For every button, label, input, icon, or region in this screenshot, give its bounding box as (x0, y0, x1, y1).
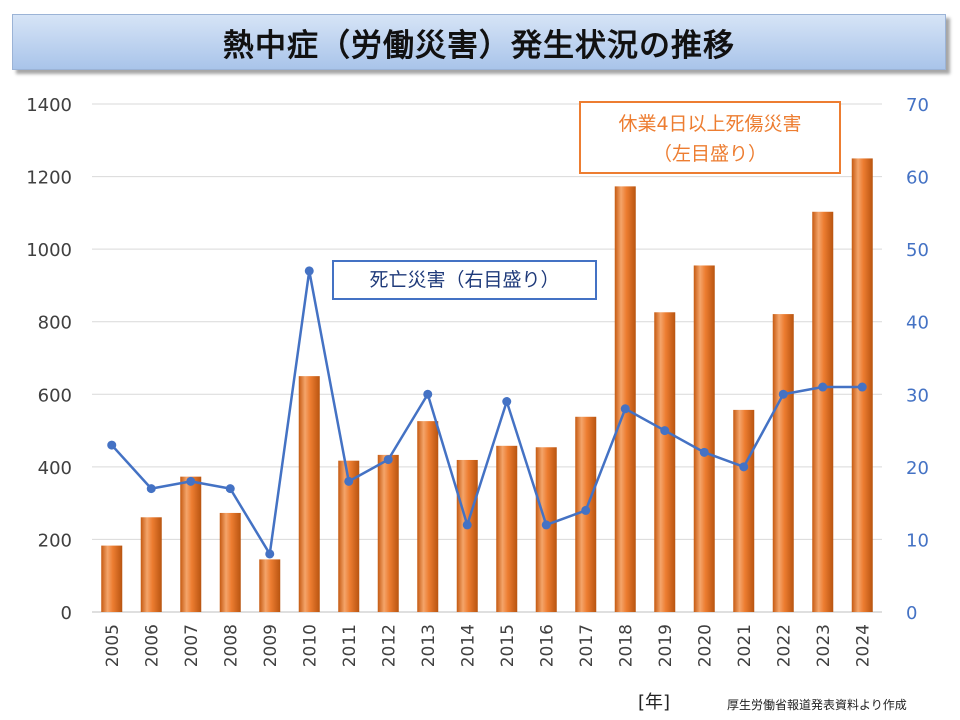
y-left-tick-label: 400 (38, 458, 72, 479)
y-left-tick-label: 1000 (26, 240, 72, 261)
bar-2022 (772, 314, 794, 612)
death-point-2014 (462, 520, 472, 530)
bar-2006 (140, 517, 162, 612)
x-tick-label: 2023 (814, 624, 834, 667)
bar-2020 (693, 265, 715, 612)
y-left-tick-label: 600 (38, 385, 72, 406)
x-axis-unit: [年] (638, 692, 671, 713)
x-tick-label: 2015 (498, 624, 518, 667)
x-tick-label: 2007 (182, 624, 202, 667)
death-point-2016 (541, 520, 551, 530)
y-right-tick-label: 60 (906, 168, 929, 189)
injury-legend-box: 休業4日以上死傷災害 （左目盛り） (579, 101, 841, 174)
x-tick-label: 2018 (616, 624, 636, 667)
bar-2023 (812, 211, 834, 613)
death-point-2008 (225, 484, 235, 494)
death-point-2012 (383, 455, 393, 465)
bar-2010 (298, 376, 320, 612)
death-point-2011 (344, 476, 354, 486)
x-tick-label: 2019 (656, 624, 676, 667)
bar-2005 (101, 545, 123, 612)
y-right-tick-label: 10 (906, 530, 929, 551)
death-legend-label: 死亡災害（右目盛り） (369, 269, 560, 291)
y-left-tick-label: 800 (38, 313, 72, 334)
x-tick-label: 2022 (774, 624, 794, 667)
x-tick-label: 2021 (735, 624, 755, 667)
death-point-2013 (423, 389, 433, 399)
bar-2009 (259, 559, 281, 612)
x-tick-label: 2020 (695, 624, 715, 667)
bar-2021 (733, 409, 755, 612)
death-point-2017 (581, 505, 591, 515)
death-point-2006 (146, 484, 156, 494)
death-point-2022 (778, 389, 788, 399)
y-left-tick-label: 1400 (26, 95, 72, 116)
x-tick-label: 2008 (221, 624, 241, 667)
chart-title: 熱中症（労働災害）発生状況の推移 (12, 14, 946, 70)
y-right-tick-label: 40 (906, 313, 929, 334)
bar-2008 (219, 512, 241, 612)
x-tick-label: 2012 (379, 624, 399, 667)
x-tick-label: 2006 (142, 624, 162, 667)
death-point-2024 (857, 382, 867, 392)
death-point-2010 (304, 266, 314, 276)
source-note: 厚生労働省報道発表資料より作成 (727, 698, 907, 712)
bar-2018 (614, 186, 636, 612)
x-tick-label: 2009 (261, 624, 281, 667)
death-point-2007 (186, 476, 196, 486)
bar-2011 (338, 460, 360, 612)
y-left-tick-label: 200 (38, 530, 72, 551)
death-point-2023 (818, 382, 828, 392)
bar-2019 (654, 312, 676, 612)
x-tick-label: 2010 (300, 624, 320, 667)
y-right-tick-label: 30 (906, 385, 929, 406)
injury-legend-line1: 休業4日以上死傷災害 (618, 113, 802, 135)
y-right-tick-label: 0 (906, 603, 917, 624)
x-tick-label: 2017 (577, 624, 597, 667)
death-point-2020 (699, 447, 709, 457)
death-point-2015 (502, 397, 512, 407)
y-left-tick-label: 0 (61, 603, 72, 624)
bar-2013 (417, 421, 439, 612)
bar-2016 (535, 447, 557, 612)
bar-2014 (456, 459, 478, 612)
x-tick-label: 2016 (537, 624, 557, 667)
death-point-2019 (660, 426, 670, 436)
injury-legend-line2: （左目盛り） (652, 143, 767, 165)
death-series-line (110, 269, 863, 556)
y-left-tick-label: 1200 (26, 168, 72, 189)
death-point-2018 (620, 404, 630, 414)
death-point-2021 (739, 462, 749, 472)
x-tick-label: 2005 (103, 624, 123, 667)
x-tick-label: 2011 (340, 624, 360, 667)
bar-2012 (377, 454, 399, 612)
y-right-tick-label: 70 (906, 95, 929, 116)
y-right-tick-label: 20 (906, 458, 929, 479)
death-legend-box: 死亡災害（右目盛り） (332, 260, 597, 300)
bar-2015 (496, 445, 518, 612)
x-tick-label: 2013 (419, 624, 439, 667)
death-point-2009 (265, 549, 275, 559)
death-point-2005 (107, 440, 117, 450)
x-tick-label: 2014 (458, 624, 478, 667)
y-right-tick-label: 50 (906, 240, 929, 261)
x-tick-label: 2024 (853, 624, 873, 667)
bar-2007 (180, 476, 202, 612)
